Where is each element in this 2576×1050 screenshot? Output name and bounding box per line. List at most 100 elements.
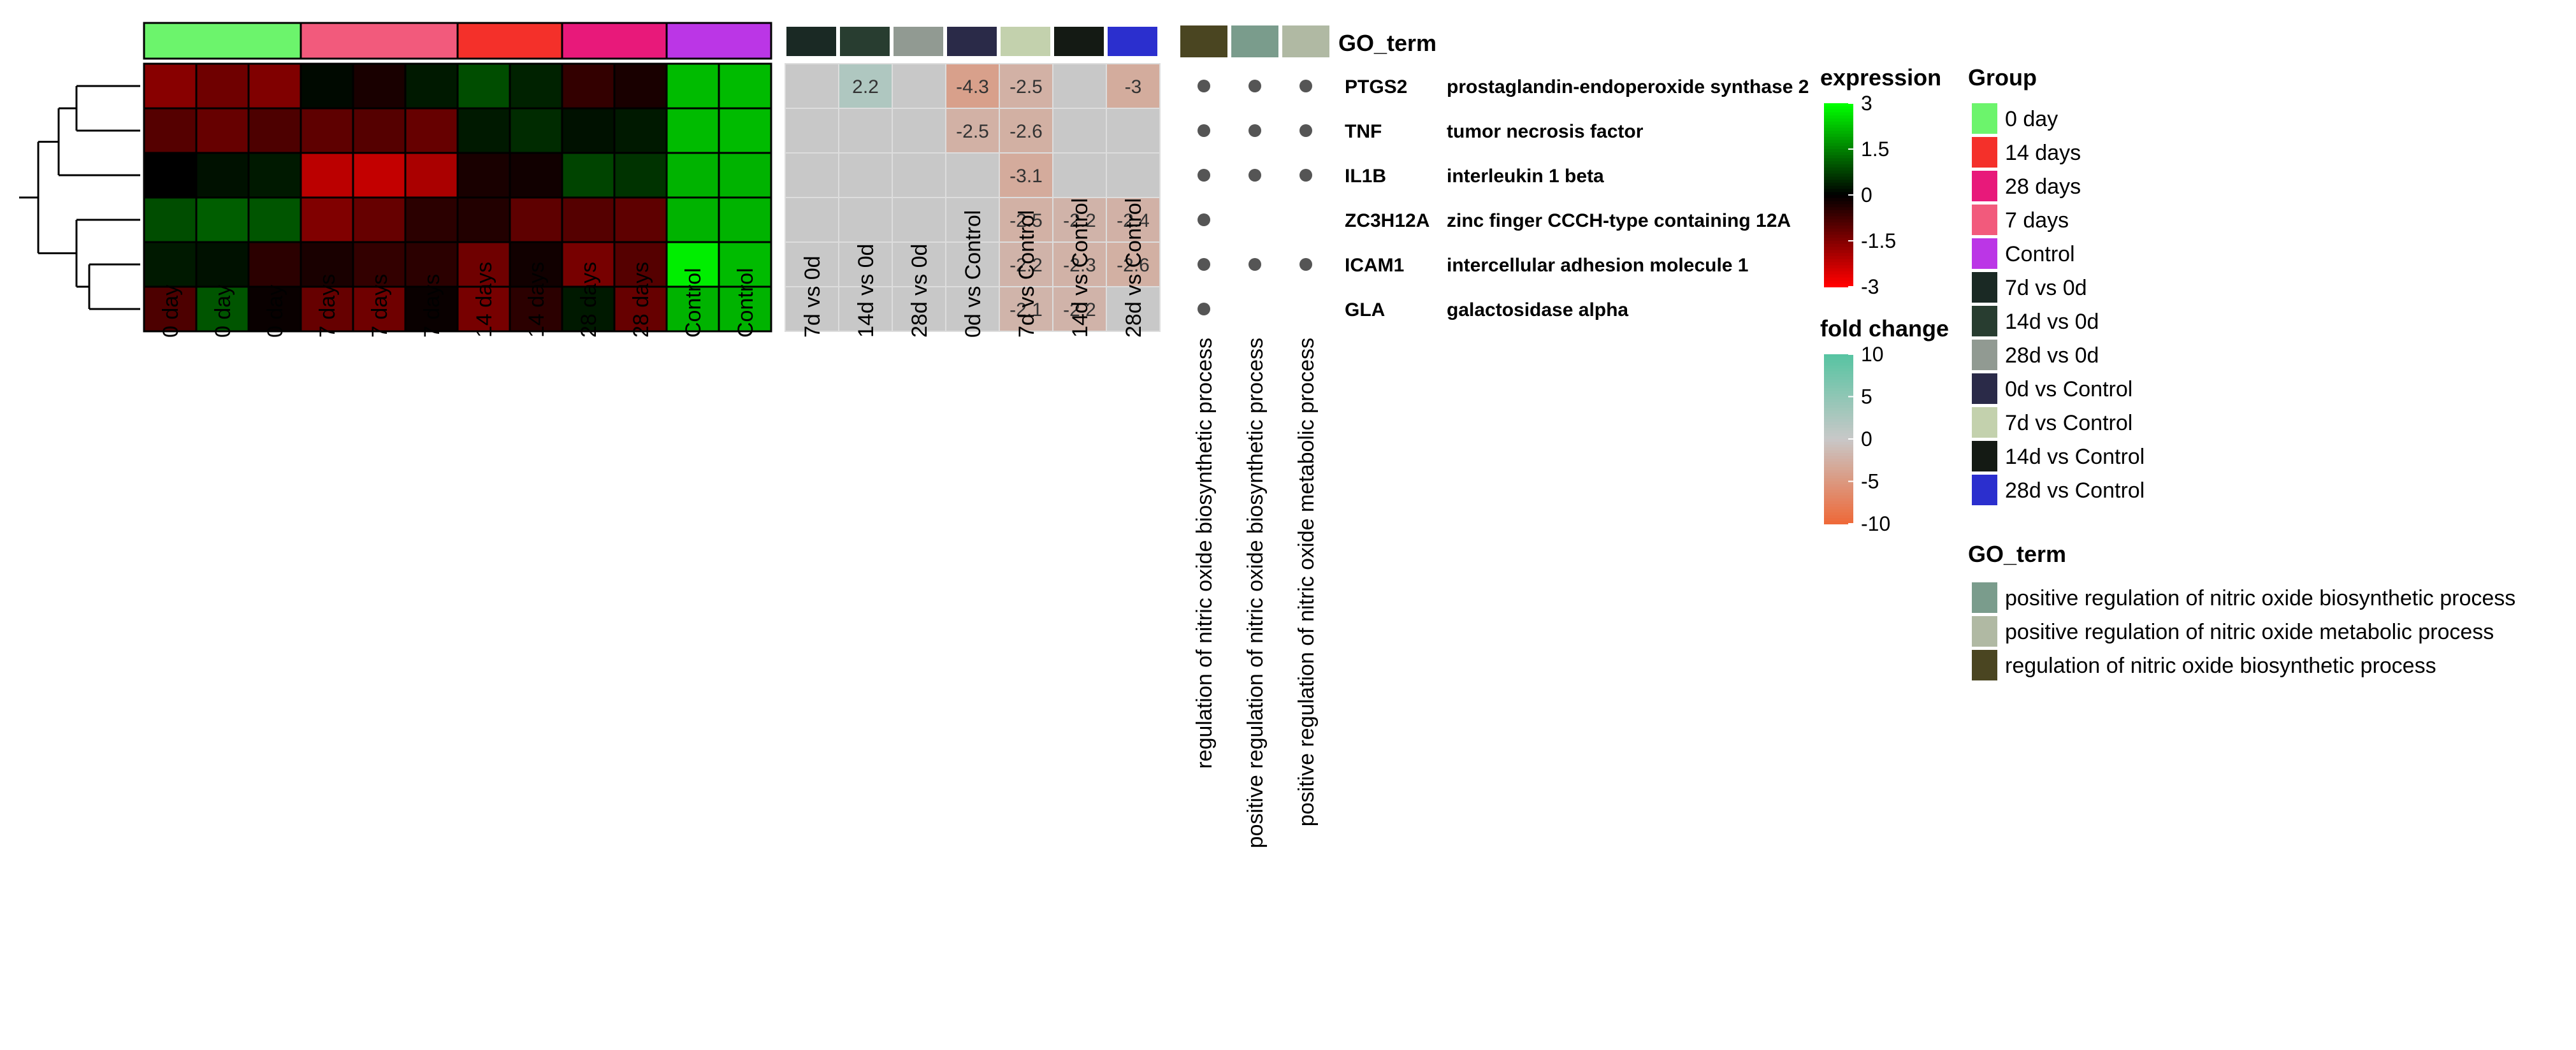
expression-legend-swatch [1824,207,1853,211]
fold-change-legend-swatch [1824,414,1853,417]
go-term-header: GO_term [1338,30,1436,56]
group-legend-label: 28 days [2005,175,2081,199]
sample-label: 0 day [159,285,183,338]
go-membership-dot [1299,169,1312,182]
sample-label: 7 days [315,274,340,338]
go-term-legend: GO_term positive regulation of nitric oxi… [1968,541,2515,680]
expression-legend-swatch [1824,271,1853,275]
expression-legend-swatch [1824,243,1853,248]
expression-cell [143,241,198,288]
expression-legend-swatch [1824,131,1853,134]
fold-change-legend-swatch [1824,408,1853,412]
expression-legend-swatch [1824,204,1853,208]
expression-legend-swatch [1824,219,1853,224]
fold-change-cell [1052,152,1107,198]
expression-legend-swatch [1824,164,1853,168]
go-membership-dot [1198,169,1210,182]
fold-change-value: -2.5 [956,121,989,142]
expression-legend-swatch [1824,106,1853,110]
fold-change-legend-swatch [1824,450,1853,454]
fold-change-value: -2.6 [1117,255,1150,276]
comparison-bar-block [1052,24,1106,59]
fold-change-legend-swatch [1824,422,1853,426]
expression-legend-swatch [1824,121,1853,126]
expression-cell [561,152,616,199]
fold-change-cell [892,108,946,154]
expression-cell [404,285,459,333]
fold-change-cell [1106,197,1161,243]
expression-heatmap [143,62,772,333]
fold-change-legend-swatch [1824,433,1853,437]
expression-legend-swatch [1824,167,1853,171]
sample-label: Control [681,268,706,338]
expression-cell [195,152,250,199]
gene-name: zinc finger CCCH-type containing 12A [1447,210,1791,231]
sample-group-bar [143,22,772,60]
expression-cell [456,107,511,154]
fold-change-legend-swatch [1824,473,1853,477]
gene-labels: PTGS2 prostaglandin-endoperoxide synthase… [1345,76,1809,320]
expression-cell [300,152,354,199]
group-legend-swatch [1972,441,1997,471]
expression-legend-swatch [1824,109,1853,113]
expression-legend-swatch [1824,127,1853,132]
group-legend-swatch [1972,137,1997,168]
go-term-bar-block [1180,25,1227,57]
expression-legend-swatch [1824,262,1853,266]
expression-cell [718,196,772,243]
fold-change-legend-tick-label: 10 [1861,343,1884,366]
sample-label: 7 days [420,274,444,338]
fold-change-cell [1106,152,1161,198]
fold-change-cell [999,197,1053,243]
fold-change-legend-swatch [1824,515,1853,519]
expression-legend-swatch [1824,247,1853,251]
gene-name: tumor necrosis factor [1447,121,1644,142]
expression-cell [456,152,511,199]
expression-cell [665,152,720,199]
comparison-bar-block [891,24,946,59]
expression-legend-swatch [1824,146,1853,150]
go-legend-swatch [1972,616,1997,647]
fold-change-legend-swatch [1824,416,1853,420]
go-membership-dot [1198,303,1210,315]
expression-legend-swatch [1824,280,1853,285]
group-legend-label: 28d vs 0d [2005,343,2099,368]
expression-legend-swatch [1824,152,1853,156]
fold-change-legend-tick-label: -10 [1861,512,1890,535]
fold-change-legend-swatch [1824,371,1853,375]
expression-legend-swatch [1824,210,1853,214]
go-membership-dot [1299,258,1312,271]
expression-cell [613,107,668,154]
group-legend-swatch [1972,103,1997,134]
expression-cell [613,196,668,243]
fold-change-legend-swatch [1824,379,1853,384]
fold-change-legend-swatch [1824,484,1853,488]
group-bar-block [300,22,459,60]
group-legend-swatch [1972,340,1997,370]
fold-change-cell [838,241,893,287]
sample-labels: 0 day 0 day 0 day 7 days 7 days 7 days 14 days… [159,262,758,338]
fold-change-value: -2.2 [1063,299,1096,320]
expression-legend-swatch [1824,256,1853,260]
fold-change-value: -3 [1125,76,1142,97]
fold-change-legend-swatch [1824,470,1853,474]
sample-label: Control [734,268,758,338]
expression-legend-swatch [1824,201,1853,205]
group-legend-label: 7d vs Control [2005,411,2132,435]
fold-change-legend-swatch [1824,359,1853,364]
fold-change-legend-swatch [1824,354,1853,358]
go-term-label: positive regulation of nitric oxide bios… [1243,338,1268,848]
fold-change-legend-swatch [1824,459,1853,463]
expression-cell [300,62,354,110]
expression-legend-swatch [1824,231,1853,236]
comparison-label: 7d vs 0d [800,255,825,338]
expression-legend-swatch [1824,226,1853,229]
expression-legend-swatch [1824,103,1853,107]
group-legend-label: 14 days [2005,141,2081,165]
gene-symbol: TNF [1345,121,1382,142]
fold-change-legend-tick-label: 5 [1861,385,1872,408]
fold-change-legend-swatch [1824,357,1853,361]
go-legend-title: GO_term [1968,541,2066,567]
